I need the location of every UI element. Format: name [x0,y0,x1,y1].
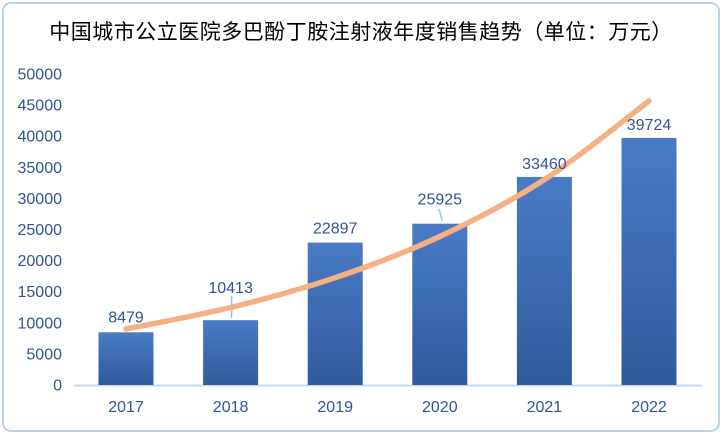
bar [516,176,572,385]
y-axis-tick-label: 40000 [18,129,63,146]
y-axis-tick-label: 45000 [18,98,63,115]
chart-canvas: 0 5000 10000 15000 20000 25000 30000 35000 40000… [18,67,702,416]
y-axis-tick-label: 15000 [18,284,63,301]
trend-line [123,98,652,332]
bar-value-label: 8479 [108,309,144,326]
x-axis-tick-label: 2018 [213,399,249,416]
x-axis-tick-label: 2019 [317,399,353,416]
bar [307,242,363,385]
y-axis-tick-label: 50000 [18,67,63,84]
x-axis-tick-label: 2021 [527,399,563,416]
y-axis-tick-label: 30000 [18,191,63,208]
bar-value-label: 22897 [313,221,358,238]
bar-value-label: 39724 [627,117,672,134]
bar-value-label: 33460 [522,156,567,173]
x-axis-tick-label: 2022 [631,399,667,416]
y-axis-tick-label: 25000 [18,222,63,239]
bar [621,137,677,385]
leader-line [438,208,444,221]
y-axis-tick-label: 5000 [26,346,62,363]
y-axis-tick-label: 0 [53,378,62,395]
bar-value-label: 25925 [418,192,463,209]
bar [98,332,154,385]
bar [412,223,468,385]
x-axis-tick-label: 2017 [108,399,144,416]
y-axis-tick-label: 35000 [18,160,63,177]
y-axis-tick-label: 10000 [18,315,63,332]
y-axis-tick-label: 20000 [18,253,63,270]
bar [203,320,259,385]
bar-value-label: 10413 [208,280,253,297]
x-axis-tick-label: 2020 [422,399,458,416]
chart-title: 中国城市公立医院多巴酚丁胺注射液年度销售趋势（单位：万元） [49,21,673,44]
